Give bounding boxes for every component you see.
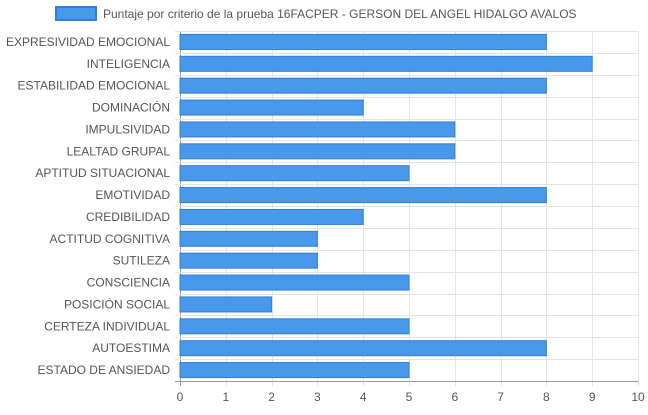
category-label: CONSCIENCIA (87, 276, 170, 290)
category-label: LEALTAD GRUPAL (67, 144, 171, 158)
category-label: ESTADO DE ANSIEDAD (38, 363, 171, 377)
bar[interactable] (179, 165, 410, 182)
legend-label: Puntaje por criterio de la prueba 16FACP… (103, 7, 577, 21)
bar[interactable] (179, 187, 547, 204)
category-label: ESTABILIDAD EMOCIONAL (18, 79, 171, 93)
x-tick-label: 5 (406, 390, 413, 404)
category-label: ACTITUD COGNITIVA (50, 232, 170, 246)
category-label: INTELIGENCIA (87, 57, 170, 71)
x-tick-label: 4 (360, 390, 367, 404)
x-tick-label: 1 (222, 390, 229, 404)
category-label: DOMINACIÓN (92, 100, 170, 115)
x-tick-label: 6 (451, 390, 458, 404)
x-tick-label: 9 (589, 390, 596, 404)
category-label: APTITUD SITUACIONAL (35, 166, 170, 180)
category-label: POSICIÓN SOCIAL (64, 296, 170, 311)
x-tick-label: 7 (497, 390, 504, 404)
legend[interactable]: Puntaje por criterio de la prueba 16FACP… (55, 6, 577, 21)
bar[interactable] (179, 318, 410, 335)
x-tick-label: 8 (543, 390, 550, 404)
bar[interactable] (179, 340, 547, 357)
bar[interactable] (179, 77, 547, 94)
x-tick-label: 10 (631, 390, 645, 404)
bar[interactable] (179, 208, 364, 225)
category-label: IMPULSIVIDAD (85, 122, 170, 136)
bar[interactable] (179, 121, 456, 138)
category-label: SUTILEZA (113, 254, 170, 268)
bar[interactable] (179, 99, 364, 116)
category-labels: EXPRESIVIDAD EMOCIONAL INTELIGENCIA ESTABI… (6, 35, 170, 377)
bar[interactable] (179, 296, 273, 313)
x-tick-label: 3 (314, 390, 321, 404)
bar[interactable] (179, 230, 318, 247)
bar[interactable] (179, 55, 593, 72)
bars (179, 33, 593, 379)
x-tick-label: 0 (177, 390, 184, 404)
bar[interactable] (179, 274, 410, 291)
category-label: AUTOESTIMA (92, 341, 170, 355)
x-tick-label: 2 (268, 390, 275, 404)
category-label: EXPRESIVIDAD EMOCIONAL (6, 35, 170, 49)
x-tick-labels: 0 1 2 3 4 5 6 7 8 9 10 (177, 390, 645, 404)
bar[interactable] (179, 143, 456, 160)
category-label: CERTEZA INDIVIDUAL (44, 319, 170, 333)
category-label: EMOTIVIDAD (95, 188, 170, 202)
bar[interactable] (179, 252, 318, 269)
legend-swatch (55, 6, 97, 21)
category-label: CREDIBILIDAD (86, 210, 170, 224)
bar[interactable] (179, 362, 410, 379)
bar[interactable] (179, 33, 547, 50)
